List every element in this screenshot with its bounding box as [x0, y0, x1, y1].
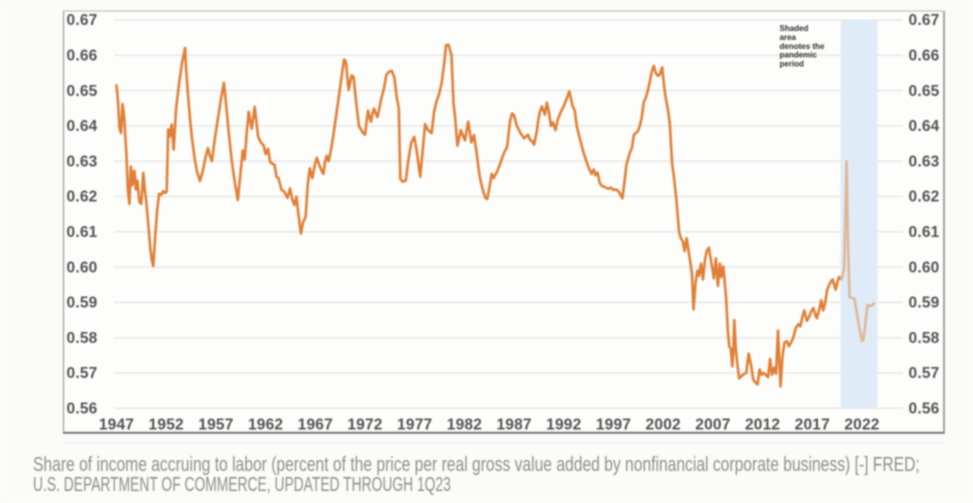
svg-text:2022: 2022	[844, 417, 879, 434]
svg-text:0.63: 0.63	[909, 153, 940, 170]
svg-text:0.67: 0.67	[909, 12, 940, 29]
svg-text:0.62: 0.62	[67, 189, 98, 206]
svg-text:0.64: 0.64	[67, 118, 98, 135]
svg-text:1987: 1987	[496, 417, 531, 434]
svg-text:0.65: 0.65	[67, 83, 98, 100]
svg-text:0.60: 0.60	[67, 259, 98, 276]
svg-text:0.57: 0.57	[909, 365, 940, 382]
svg-text:0.66: 0.66	[67, 48, 98, 65]
svg-text:0.59: 0.59	[909, 295, 940, 312]
svg-text:0.67: 0.67	[67, 12, 98, 29]
svg-text:1947: 1947	[99, 417, 134, 434]
svg-text:0.62: 0.62	[909, 189, 940, 206]
svg-text:1952: 1952	[149, 417, 184, 434]
svg-text:0.64: 0.64	[909, 118, 940, 135]
svg-text:0.63: 0.63	[67, 153, 98, 170]
svg-text:1977: 1977	[397, 417, 432, 434]
svg-text:0.57: 0.57	[67, 365, 98, 382]
svg-text:0.58: 0.58	[909, 330, 940, 347]
svg-text:1982: 1982	[447, 417, 482, 434]
svg-text:2012: 2012	[745, 417, 780, 434]
svg-text:1967: 1967	[298, 417, 333, 434]
svg-text:1992: 1992	[546, 417, 581, 434]
svg-text:1997: 1997	[596, 417, 631, 434]
svg-text:0.59: 0.59	[67, 295, 98, 312]
svg-text:0.58: 0.58	[67, 330, 98, 347]
svg-text:0.56: 0.56	[909, 401, 940, 418]
svg-text:1957: 1957	[198, 417, 233, 434]
svg-text:0.60: 0.60	[909, 259, 940, 276]
svg-text:0.56: 0.56	[67, 401, 98, 418]
svg-text:0.61: 0.61	[909, 224, 940, 241]
svg-text:0.66: 0.66	[909, 48, 940, 65]
svg-text:1962: 1962	[248, 417, 283, 434]
svg-text:0.65: 0.65	[909, 83, 940, 100]
svg-text:1972: 1972	[347, 417, 382, 434]
svg-text:2007: 2007	[695, 417, 730, 434]
svg-text:2002: 2002	[646, 417, 681, 434]
svg-text:2017: 2017	[795, 417, 830, 434]
svg-text:0.61: 0.61	[67, 224, 98, 241]
